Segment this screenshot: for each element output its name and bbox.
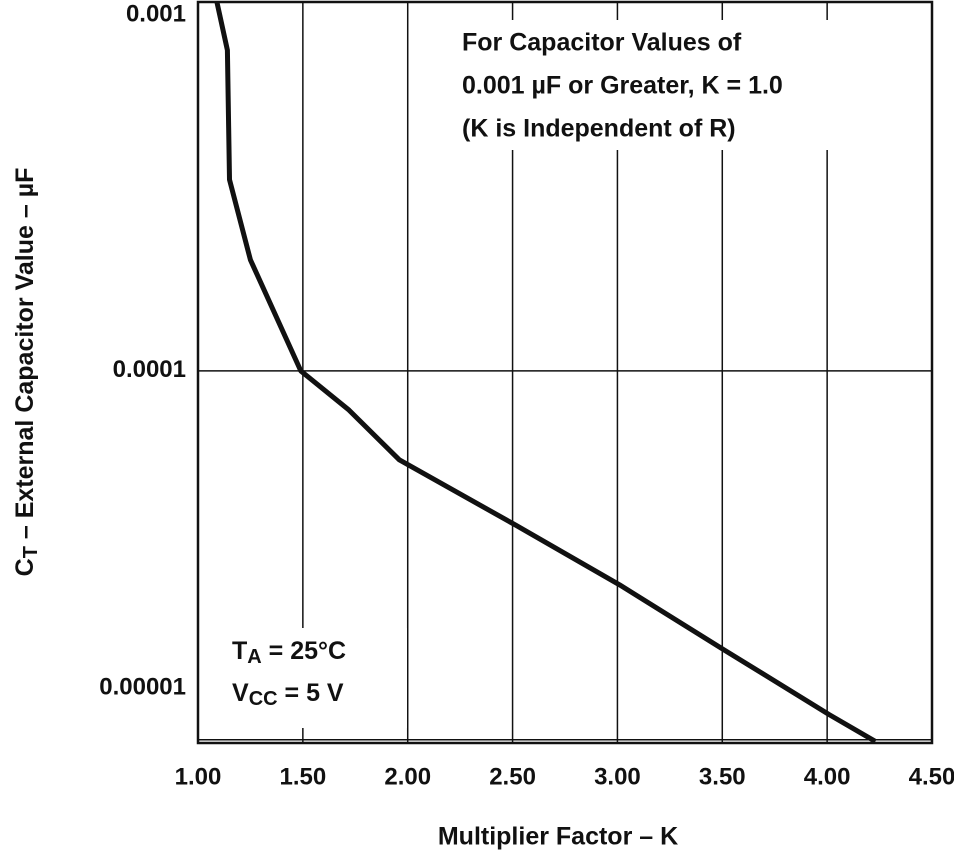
x-tick-label: 1.50 xyxy=(279,763,326,790)
note: 0.001 µF or Greater, K = 1.0 xyxy=(462,72,783,100)
x-tick-label: 4.00 xyxy=(804,763,851,790)
text-part: CC xyxy=(249,688,278,710)
x-tick-label: 2.00 xyxy=(384,763,431,790)
plot-frame xyxy=(196,0,934,745)
y-tick-label: 0.0001 xyxy=(113,356,186,383)
x-tick-label: 4.50 xyxy=(909,763,954,790)
text-part: T xyxy=(20,546,42,558)
note: For Capacitor Values of xyxy=(462,29,742,57)
curve xyxy=(214,1,877,744)
y-tick-label: 0.00001 xyxy=(99,673,186,700)
y-axis-label: CT – External Capacitor Value – µF xyxy=(11,168,43,577)
text-part: = 25°C xyxy=(262,637,346,665)
conditions-box xyxy=(222,628,407,728)
x-tick-label: 1.00 xyxy=(175,763,222,790)
text-part: T xyxy=(232,637,247,665)
x-tick-label: 3.00 xyxy=(594,763,641,790)
text-part: = 5 V xyxy=(278,679,344,707)
note-box xyxy=(452,20,902,150)
condition: TA = 25°C xyxy=(232,637,346,669)
x-tick-label: 3.50 xyxy=(699,763,746,790)
x-tick-label: 2.50 xyxy=(489,763,536,790)
text-part: – External Capacitor Value – µF xyxy=(11,168,39,546)
text-part: C xyxy=(11,558,39,576)
condition: VCC = 5 V xyxy=(232,679,344,711)
text-part: V xyxy=(232,679,249,707)
x-axis-label: Multiplier Factor – K xyxy=(438,823,678,851)
y-tick-label: 0.001 xyxy=(126,0,186,27)
text-part: A xyxy=(247,646,261,668)
note: (K is Independent of R) xyxy=(462,115,736,143)
